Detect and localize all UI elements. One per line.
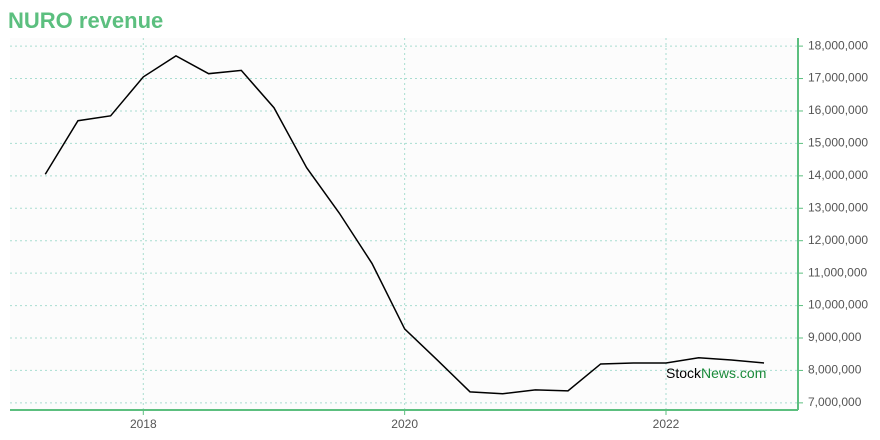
y-tick-label: 15,000,000 — [808, 136, 868, 150]
x-tick-label: 2018 — [130, 417, 157, 431]
y-tick-label: 8,000,000 — [808, 363, 862, 377]
y-tick-label: 12,000,000 — [808, 233, 868, 247]
line — [44, 54, 765, 395]
x-tick-label: 2020 — [391, 417, 418, 431]
y-tick-label: 17,000,000 — [808, 71, 868, 85]
y-tick-label: 10,000,000 — [808, 298, 868, 312]
x-tick-label: 2022 — [653, 417, 680, 431]
plot-area — [10, 38, 798, 410]
chart-title: NURO revenue — [8, 8, 163, 33]
y-tick-label: 16,000,000 — [808, 103, 868, 117]
y-tick-label: 7,000,000 — [808, 395, 862, 409]
y-tick-label: 14,000,000 — [808, 168, 868, 182]
y-tick-label: 13,000,000 — [808, 200, 868, 214]
watermark: StockNews.com — [666, 365, 766, 381]
watermark-part: Stock — [666, 365, 702, 381]
y-tick-label: 9,000,000 — [808, 330, 862, 344]
y-tick-label: 11,000,000 — [808, 265, 867, 279]
y-tick-label: 18,000,000 — [808, 38, 868, 52]
watermark-part: News.com — [701, 365, 766, 381]
